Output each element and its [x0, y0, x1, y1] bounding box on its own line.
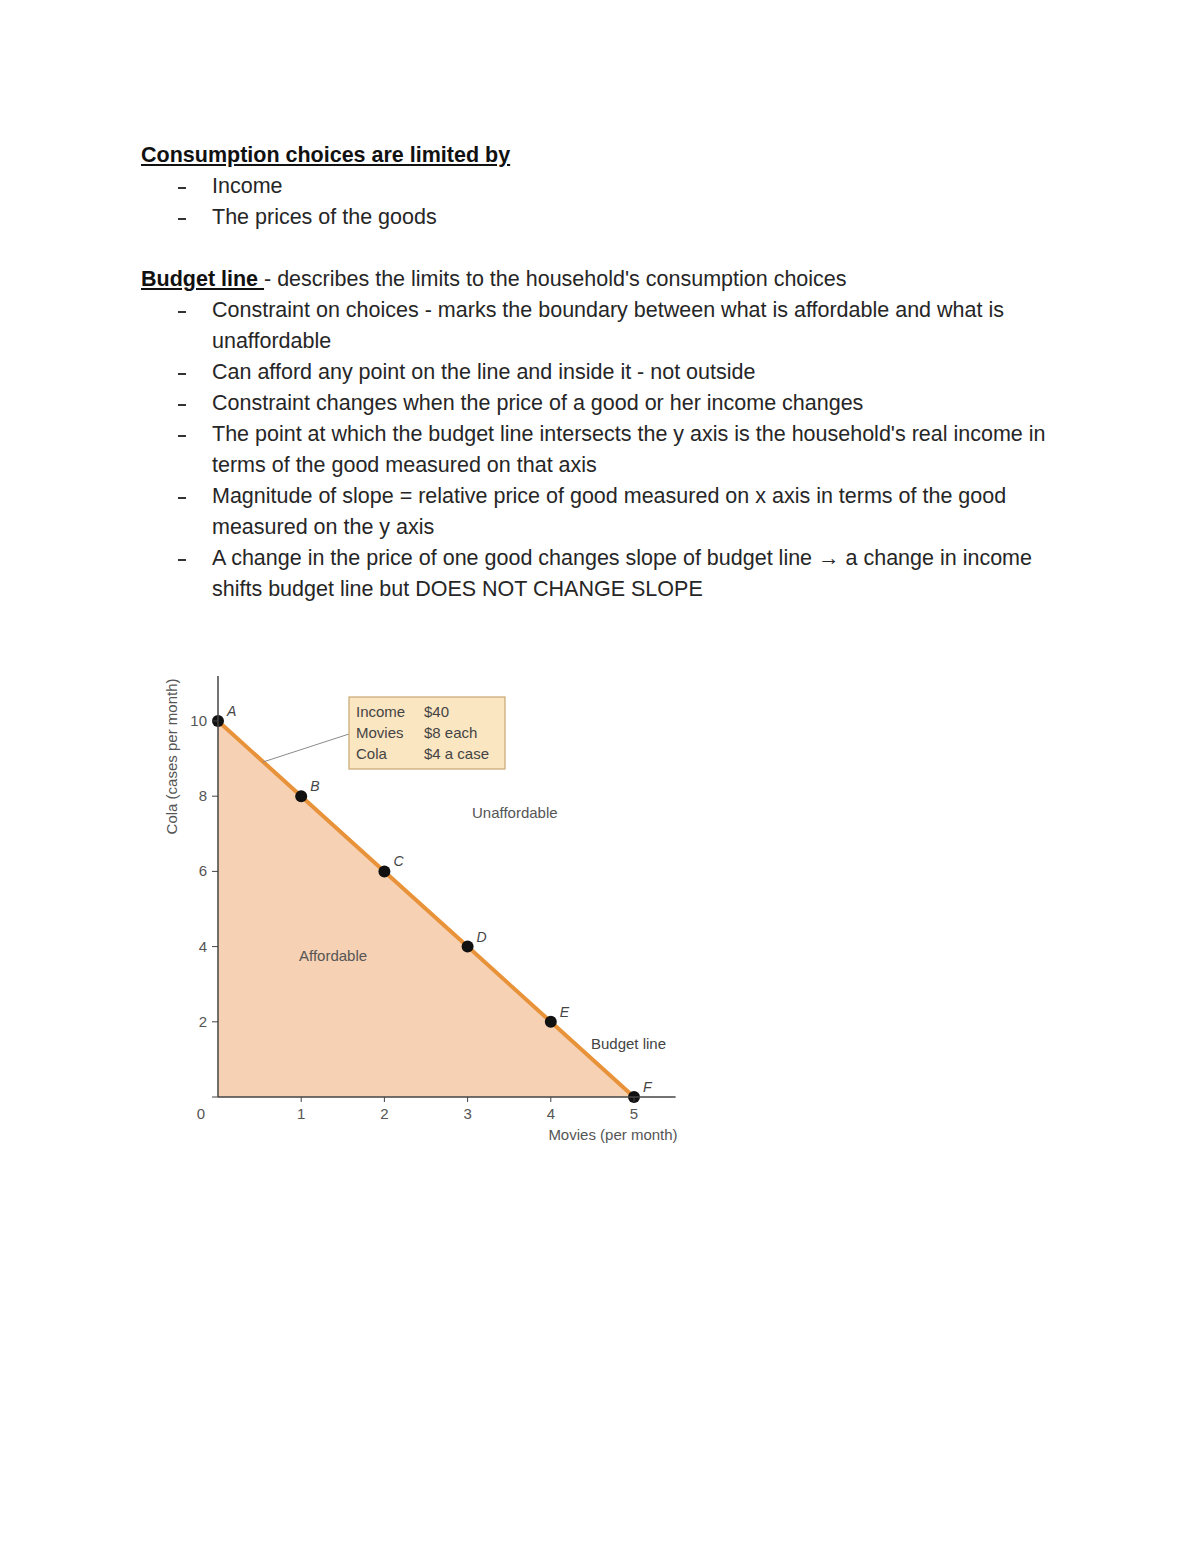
section: Consumption choices are limited by Income… — [141, 140, 1061, 233]
plot-area — [212, 715, 640, 1103]
series-name-label: Budget line — [591, 1035, 666, 1052]
bullet-item: Constraint changes when the price of a g… — [141, 388, 1060, 419]
section: Budget line - describes the limits to th… — [141, 264, 1061, 605]
bullet-text: Magnitude of slope = relative price of g… — [212, 484, 1006, 539]
bullet-item: Magnitude of slope = relative price of g… — [141, 481, 1060, 543]
bullet-dash — [178, 311, 186, 313]
info-box: Income $40 Movies $8 each Cola $4 a case — [263, 697, 505, 769]
heading-description: - describes the limits to the household'… — [264, 267, 847, 291]
y-tick — [212, 796, 218, 797]
x-axis-line — [218, 1096, 676, 1098]
bullet-item: Income — [141, 171, 1060, 202]
x-tick — [301, 1097, 302, 1102]
x-tick-label: 5 — [630, 1105, 638, 1122]
bullet-dash — [178, 404, 186, 406]
bullet-text: Can afford any point on the line and ins… — [212, 360, 755, 384]
info-box-label: Movies — [356, 724, 404, 741]
info-box-bg — [349, 697, 505, 769]
x-axis-label: Movies (per month) — [548, 1126, 677, 1143]
info-box-label: Income — [356, 703, 405, 720]
chart: 024681012345Cola (cases per month)Movies… — [0, 0, 1200, 1553]
bullet-dash — [178, 218, 186, 220]
x-tick — [384, 1097, 385, 1102]
x-tick-label: 1 — [297, 1105, 305, 1122]
info-box-label: Cola — [356, 745, 388, 762]
bullet-dash — [178, 435, 186, 437]
bullet-text: A change in the price of one good change… — [212, 546, 1032, 601]
y-tick — [212, 1021, 218, 1022]
y-tick — [212, 871, 218, 872]
bullet-text: Income — [212, 174, 283, 198]
y-tick — [212, 721, 218, 722]
info-box-value: $4 a case — [424, 745, 489, 762]
section-heading: Consumption choices are limited by — [141, 140, 1061, 171]
leader-line — [263, 734, 349, 762]
budget-point — [462, 941, 474, 953]
section-heading: Budget line - describes the limits to th… — [141, 264, 1061, 295]
budget-line — [218, 721, 634, 1097]
budget-point — [295, 790, 307, 802]
point-label: C — [393, 853, 404, 869]
y-tick-label: 0 — [197, 1105, 205, 1122]
x-tick — [550, 1097, 551, 1102]
bullet-dash — [178, 373, 186, 375]
y-tick-label: 6 — [199, 862, 207, 879]
bullet-item: The prices of the goods — [141, 202, 1060, 233]
y-tick — [212, 946, 218, 947]
heading-text: Budget line — [141, 267, 264, 291]
affordable-area — [218, 721, 634, 1097]
bullet-dash — [178, 559, 186, 561]
region-label: Affordable — [299, 947, 367, 964]
point-label: E — [560, 1004, 570, 1020]
info-box-value: $8 each — [424, 724, 477, 741]
point-label: D — [477, 929, 487, 945]
x-tick — [634, 1097, 635, 1102]
y-tick-label: 8 — [199, 787, 207, 804]
point-label: B — [310, 778, 319, 794]
x-tick-label: 2 — [380, 1105, 388, 1122]
bullet-text: The prices of the goods — [212, 205, 437, 229]
y-tick-label: 4 — [199, 938, 207, 955]
bullet-dash — [178, 187, 186, 189]
y-tick-label: 10 — [190, 712, 207, 729]
y-axis-line — [217, 676, 219, 1097]
region-label: Unaffordable — [472, 804, 558, 821]
bullet-item: The point at which the budget line inter… — [141, 419, 1060, 481]
y-axis-label: Cola (cases per month) — [163, 678, 180, 834]
y-tick-label: 2 — [199, 1013, 207, 1030]
bullet-item: Can afford any point on the line and ins… — [141, 357, 1060, 388]
point-label: A — [226, 703, 236, 719]
axes: 024681012345 — [190, 676, 675, 1122]
labels: A B C D E F Budget line Affordable Unaffordable — [226, 703, 666, 1095]
budget-point — [545, 1016, 557, 1028]
budget-point — [378, 865, 390, 877]
heading-text: Consumption choices are limited by — [141, 143, 510, 167]
y-tick — [212, 1097, 218, 1098]
point-label: F — [643, 1079, 653, 1095]
bullet-text: Constraint on choices - marks the bounda… — [212, 298, 1004, 353]
bullet-dash — [178, 497, 186, 499]
bullet-text: The point at which the budget line inter… — [212, 422, 1046, 477]
x-tick-label: 4 — [547, 1105, 555, 1122]
bullet-item: A change in the price of one good change… — [141, 543, 1060, 605]
x-tick — [467, 1097, 468, 1102]
bullet-item: Constraint on choices - marks the bounda… — [141, 295, 1060, 357]
document: Consumption choices are limited by Income… — [141, 140, 1061, 636]
x-tick-label: 3 — [463, 1105, 471, 1122]
info-box-value: $40 — [424, 703, 449, 720]
bullet-text: Constraint changes when the price of a g… — [212, 391, 863, 415]
